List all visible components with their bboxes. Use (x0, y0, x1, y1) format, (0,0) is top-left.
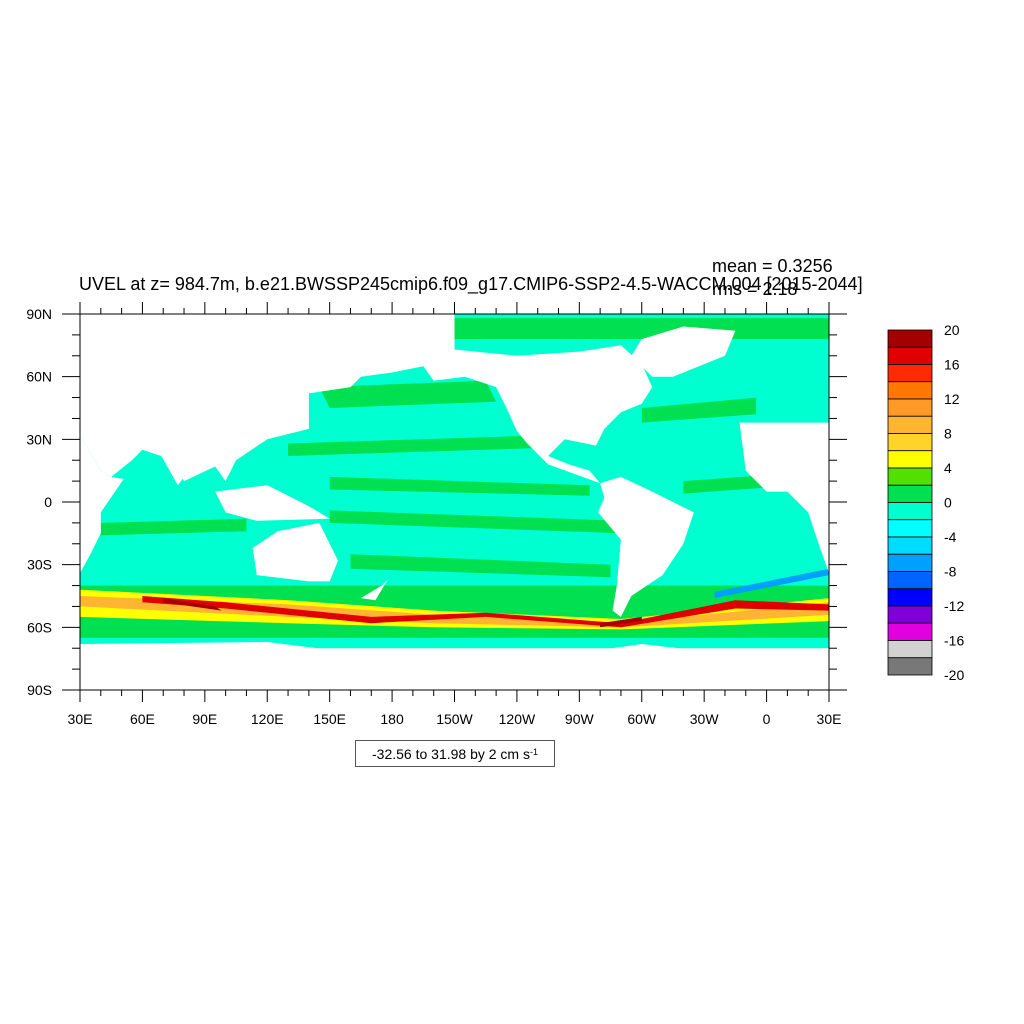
lat-tick-label: 60N (26, 369, 52, 385)
lon-tick-label: 0 (763, 711, 771, 727)
colorbar-label: 20 (944, 322, 960, 338)
colorbar-box (887, 553, 933, 572)
lon-tick-label: 90W (565, 711, 595, 727)
colorbar-box (887, 467, 933, 486)
colorbar-label: -4 (944, 529, 957, 545)
pacific-band-c (329, 510, 621, 534)
pacific-band-a (288, 435, 549, 456)
colorbar-box (887, 433, 933, 452)
pacific-band-b (329, 476, 590, 496)
mean-label: mean = 0.3256 (712, 256, 833, 276)
colorbar-box (887, 398, 933, 417)
colorbar-label: 12 (944, 391, 960, 407)
land-new-zealand (360, 579, 388, 601)
land-south-america (598, 476, 694, 617)
colorbar-box (887, 588, 933, 607)
lon-tick-label: 30E (817, 711, 842, 727)
colorbar-label: 4 (944, 460, 952, 476)
lon-tick-label: 150W (436, 711, 473, 727)
contour-range-text: -32.56 to 31.98 by 2 cm s (372, 745, 530, 762)
plot-title: UVEL at z= 984.7m, b.e21.BWSSP245cmip6.f… (79, 274, 863, 294)
rms-label: rms = 2.18 (712, 279, 798, 299)
acc-orange (80, 596, 829, 628)
land-eurasia (80, 314, 455, 482)
colorbar-box (887, 622, 933, 641)
lon-tick-label: 120W (499, 711, 536, 727)
lon-tick-label: 180 (380, 711, 404, 727)
pacific-band-d (350, 554, 611, 578)
colorbar-label: 16 (944, 357, 960, 373)
lon-tick-label: 90E (192, 711, 217, 727)
colorbar-label: -20 (944, 667, 964, 683)
colorbar-box (887, 329, 933, 348)
land-greenland (631, 326, 736, 377)
colorbar-box (887, 502, 933, 521)
colorbar-label: 8 (944, 426, 952, 442)
colorbar-box (887, 364, 933, 383)
unit-exponent: -1 (529, 746, 538, 757)
lon-tick-label: 30E (68, 711, 93, 727)
lat-tick-label: 0 (44, 494, 52, 510)
lon-tick-label: 120E (251, 711, 284, 727)
colorbar-box (887, 657, 933, 676)
land-india (159, 451, 201, 486)
land-africa-east (739, 422, 829, 573)
colorbar-box (887, 346, 933, 365)
lat-tick-label: 30S (27, 557, 52, 573)
colorbar-box (887, 536, 933, 555)
land-indonesia (215, 485, 330, 521)
lat-tick-label: 60S (27, 619, 52, 635)
map-axes: 30E 60E 90E 120E 150E 180 150W 120W 90W 60W 30W 0 30… (26, 302, 847, 727)
colorbar-box (887, 415, 933, 434)
colorbar-label: -8 (944, 564, 957, 580)
land-australia (252, 522, 338, 582)
colorbar-box (887, 571, 933, 590)
land-africa (80, 435, 124, 573)
lon-tick-label: 30W (690, 711, 720, 727)
north-pacific-band (319, 380, 497, 408)
acc-core-b (600, 616, 642, 628)
colorbar-label: -12 (944, 598, 964, 614)
colorbar-box (887, 519, 933, 538)
atlantic-band-a (641, 397, 757, 423)
colorbar-box (887, 640, 933, 659)
lat-tick-label: 30N (26, 431, 52, 447)
lon-tick-label: 60E (130, 711, 155, 727)
land-antarctica (80, 642, 829, 690)
colorbar-box (887, 484, 933, 503)
colorbar: 20 16 12 8 4 0 -4 -8 -12 -16 -20 (887, 322, 964, 683)
colorbar-label: 0 (944, 495, 952, 511)
acc-core-a (163, 598, 222, 611)
contour-range-label: -32.56 to 31.98 by 2 cm s -1 (355, 740, 555, 767)
south-atlantic-westward (714, 568, 829, 599)
colorbar-label: -16 (944, 633, 964, 649)
lat-tick-label: 90S (27, 682, 52, 698)
lat-tick-label: 90N (26, 306, 52, 322)
map-field (80, 314, 829, 690)
acc-red (142, 596, 829, 628)
colorbar-box (887, 381, 933, 400)
lon-tick-label: 150E (313, 711, 346, 727)
land-north-america (423, 345, 653, 484)
colorbar-box (887, 605, 933, 624)
colorbar-box (887, 450, 933, 469)
indian-band (100, 518, 247, 536)
lon-tick-label: 60W (627, 711, 657, 727)
